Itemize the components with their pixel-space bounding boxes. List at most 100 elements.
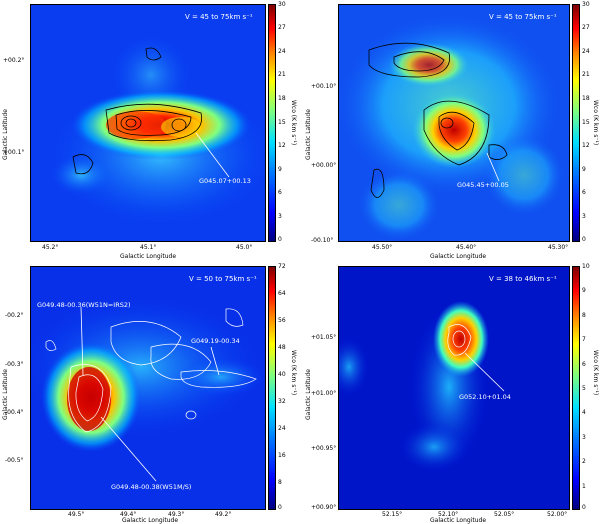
cb-tick: 0: [582, 504, 586, 511]
panel-2-y-label: Galactic Latitude: [305, 109, 312, 160]
cb-tick: 40: [278, 371, 286, 378]
panel-1-image: [31, 5, 265, 241]
panel-4-x-tick: 52.05°: [494, 511, 515, 518]
panel-4-map: V = 38 to 46km s⁻¹ G052.10+01.04: [338, 266, 570, 510]
cb-tick: 24: [278, 48, 286, 55]
panel-2-y-tick: +00.10°: [311, 83, 337, 90]
panel-4-colorbar-label: Wco (K km s⁻¹): [592, 350, 599, 396]
panel-4-colorbar: [572, 266, 580, 510]
cb-tick: 15: [582, 119, 590, 126]
cb-tick: 56: [278, 317, 286, 324]
panel-3-image: [31, 267, 265, 509]
panel-1-x-tick: 45.0°: [236, 244, 253, 251]
panel-4-x-tick: 52.00°: [547, 511, 568, 518]
panel-2-image: [339, 5, 569, 241]
panel-1-x-tick: 45.1°: [140, 244, 157, 251]
panel-4-velocity-label: V = 38 to 46km s⁻¹: [489, 275, 557, 283]
cb-tick: 30: [582, 1, 590, 8]
cb-tick: 16: [278, 452, 286, 459]
cb-tick: 48: [278, 344, 286, 351]
cb-tick: 3: [582, 213, 586, 220]
cb-tick: 1: [582, 483, 586, 490]
cb-tick: 72: [278, 263, 286, 270]
cb-tick: 9: [582, 287, 586, 294]
cb-tick: 8: [582, 312, 586, 319]
panel-3-source-label-w51m: G049.48-00.38(W51M/S): [111, 483, 192, 491]
cb-tick: 0: [278, 504, 282, 511]
cb-tick: 9: [582, 166, 586, 173]
panel-2-colorbar: [572, 4, 580, 242]
panel-3-x-tick: 49.3°: [168, 511, 185, 518]
panel-1-y-tick: +00.1°: [3, 149, 25, 156]
cb-tick: 30: [278, 1, 286, 8]
panel-4-source-label: G052.10+01.04: [459, 393, 511, 401]
panel-4-x-tick: 52.15°: [382, 511, 403, 518]
cb-tick: 21: [278, 71, 286, 78]
cb-tick: 15: [278, 119, 286, 126]
cb-tick: 6: [582, 189, 586, 196]
cb-tick: 32: [278, 398, 286, 405]
cb-tick: 64: [278, 290, 286, 297]
panel-4-image: [339, 267, 569, 509]
panel-2-velocity-label: V = 45 to 75km s⁻¹: [489, 13, 557, 21]
cb-tick: 24: [582, 48, 590, 55]
panel-3-y-tick: -00.5°: [5, 457, 24, 464]
panel-3-map: V = 50 to 75km s⁻¹ G049.48-00.36(W51N=IR…: [30, 266, 266, 510]
panel-2-x-tick: 45.40°: [456, 244, 477, 251]
panel-2-x-label: Galactic Longitude: [430, 253, 487, 260]
panel-3-source-label-g049-19: G049.19-00.34: [191, 337, 240, 345]
panel-4-x-label: Galactic Longitude: [430, 517, 487, 524]
cb-tick: 9: [278, 166, 282, 173]
panel-3-y-tick: -00.4°: [5, 409, 24, 416]
cb-tick: 12: [582, 142, 590, 149]
cb-tick: 6: [278, 189, 282, 196]
panel-1-colorbar-label: Wco (K km s⁻¹): [290, 100, 297, 146]
panel-1-source-label: G045.07+00.13: [199, 177, 251, 185]
panel-3-y-tick: -00.3°: [5, 361, 24, 368]
panel-3-colorbar-label: Wco (K km s⁻¹): [290, 350, 297, 396]
panel-1-colorbar: [268, 4, 276, 242]
panel-2-y-tick: -00.10°: [311, 237, 334, 244]
panel-4-x-tick: 52.10°: [438, 511, 459, 518]
cb-tick: 21: [582, 71, 590, 78]
panel-2-x-tick: 45.30°: [548, 244, 569, 251]
panel-1-x-label: Galactic Longitude: [120, 253, 177, 260]
panel-4-y-tick: +00.90°: [311, 504, 337, 511]
panel-2-x-tick: 45.50°: [372, 244, 393, 251]
panel-3-x-tick: 49.2°: [215, 511, 232, 518]
cb-tick: 27: [278, 24, 286, 31]
cb-tick: 8: [278, 479, 282, 486]
panel-3-x-label: Galactic Longitude: [122, 517, 179, 524]
panel-2-source-label: G045.45+00.05: [457, 181, 509, 189]
panel-4-y-tick: +00.95°: [311, 445, 337, 452]
cb-tick: 18: [582, 95, 590, 102]
cb-tick: 7: [582, 336, 586, 343]
cb-tick: 5: [582, 385, 586, 392]
cb-tick: 18: [278, 95, 286, 102]
cb-tick: 0: [278, 236, 282, 243]
panel-1-velocity-label: V = 45 to 75km s⁻¹: [185, 13, 253, 21]
panel-3-velocity-label: V = 50 to 75km s⁻¹: [189, 275, 257, 283]
panel-1-x-tick: 45.2°: [42, 244, 59, 251]
cb-tick: 27: [582, 24, 590, 31]
panel-2-colorbar-label: Wco (K km s⁻¹): [592, 100, 599, 146]
panel-3-y-tick: -00.2°: [5, 312, 24, 319]
cb-tick: 12: [278, 142, 286, 149]
panel-1-map: V = 45 to 75km s⁻¹ G045.07+00.13: [30, 4, 266, 242]
cb-tick: 3: [278, 213, 282, 220]
cb-tick: 3: [582, 434, 586, 441]
panel-2-map: V = 45 to 75km s⁻¹ G045.45+00.05: [338, 4, 570, 242]
panel-2-y-tick: +00.00°: [311, 162, 337, 169]
panel-3-x-tick: 49.4°: [120, 511, 137, 518]
panel-3-colorbar: [268, 266, 276, 510]
cb-tick: 10: [582, 263, 590, 270]
cb-tick: 4: [582, 409, 586, 416]
cb-tick: 6: [582, 361, 586, 368]
cb-tick: 2: [582, 458, 586, 465]
panel-3-source-label-w51n: G049.48-00.36(W51N=IRS2): [37, 301, 131, 309]
panel-4-y-tick: +01.05°: [311, 334, 337, 341]
panel-4-y-tick: +01.00°: [311, 390, 337, 397]
panel-3-x-tick: 49.5°: [68, 511, 85, 518]
cb-tick: 0: [582, 236, 586, 243]
cb-tick: 24: [278, 425, 286, 432]
